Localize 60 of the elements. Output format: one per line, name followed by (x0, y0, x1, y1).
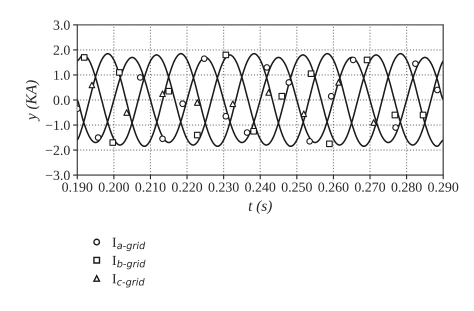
point (88, 82, 96, 88)
x-tick-label: 0.290 (428, 182, 458, 192)
x-tick-label: 0.230 (208, 182, 239, 192)
y-tick-label: 1.0 (54, 70, 70, 80)
point (306, 138, 313, 145)
point (159, 90, 166, 98)
y-tick-label: 0.0 (53, 96, 70, 106)
y-tick-label: −3.0 (46, 170, 70, 180)
point (308, 70, 314, 78)
point (109, 139, 116, 146)
x-tick-label: 0.200 (98, 182, 129, 192)
x-tick-label: 0.190 (62, 182, 92, 192)
point (412, 60, 419, 68)
point (326, 140, 333, 148)
point (194, 99, 201, 106)
x-tick-label: 0.210 (135, 182, 166, 192)
point (434, 86, 441, 94)
y-tick-label: 3.0 (54, 20, 70, 30)
point (200, 55, 208, 62)
point (335, 79, 342, 86)
point (364, 56, 370, 64)
point (222, 112, 230, 120)
point (370, 119, 377, 126)
point (194, 132, 201, 138)
point (300, 110, 308, 118)
x-tick-label: 0.270 (354, 182, 386, 192)
legend-label: I$_{b‐grid}$ (112, 256, 146, 270)
point (285, 79, 292, 86)
point (80, 54, 88, 61)
point (263, 64, 270, 71)
point (350, 56, 357, 64)
x-tick-label: 0.280 (392, 182, 422, 192)
point (94, 134, 102, 141)
point (420, 112, 426, 118)
y-axis-title: y (KA) (26, 80, 40, 122)
x-axis-title: t (s) (248, 200, 272, 214)
x-tick-label: 0.240 (245, 182, 276, 192)
point (244, 129, 250, 136)
y-tick-label: −2.0 (46, 146, 70, 156)
point (250, 128, 257, 135)
point (328, 92, 335, 100)
point (265, 89, 272, 96)
point (123, 109, 130, 116)
legend-label: I$_{a‐grid}$ (112, 238, 146, 252)
point (392, 112, 398, 118)
legend-label: I$_{c‐grid}$ (112, 274, 145, 288)
point (392, 124, 399, 131)
point (136, 74, 144, 81)
point (165, 88, 172, 95)
point (116, 69, 123, 76)
point (278, 92, 286, 100)
point (159, 135, 166, 142)
x-tick-label: 0.260 (318, 182, 349, 192)
y-tick-label: 2.0 (54, 46, 70, 55)
point (222, 52, 230, 58)
x-tick-label: 0.220 (172, 182, 202, 192)
x-tick-label: 0.250 (282, 182, 312, 192)
y-tick-label: −1.0 (46, 120, 70, 130)
point (179, 100, 186, 108)
point (229, 100, 236, 108)
